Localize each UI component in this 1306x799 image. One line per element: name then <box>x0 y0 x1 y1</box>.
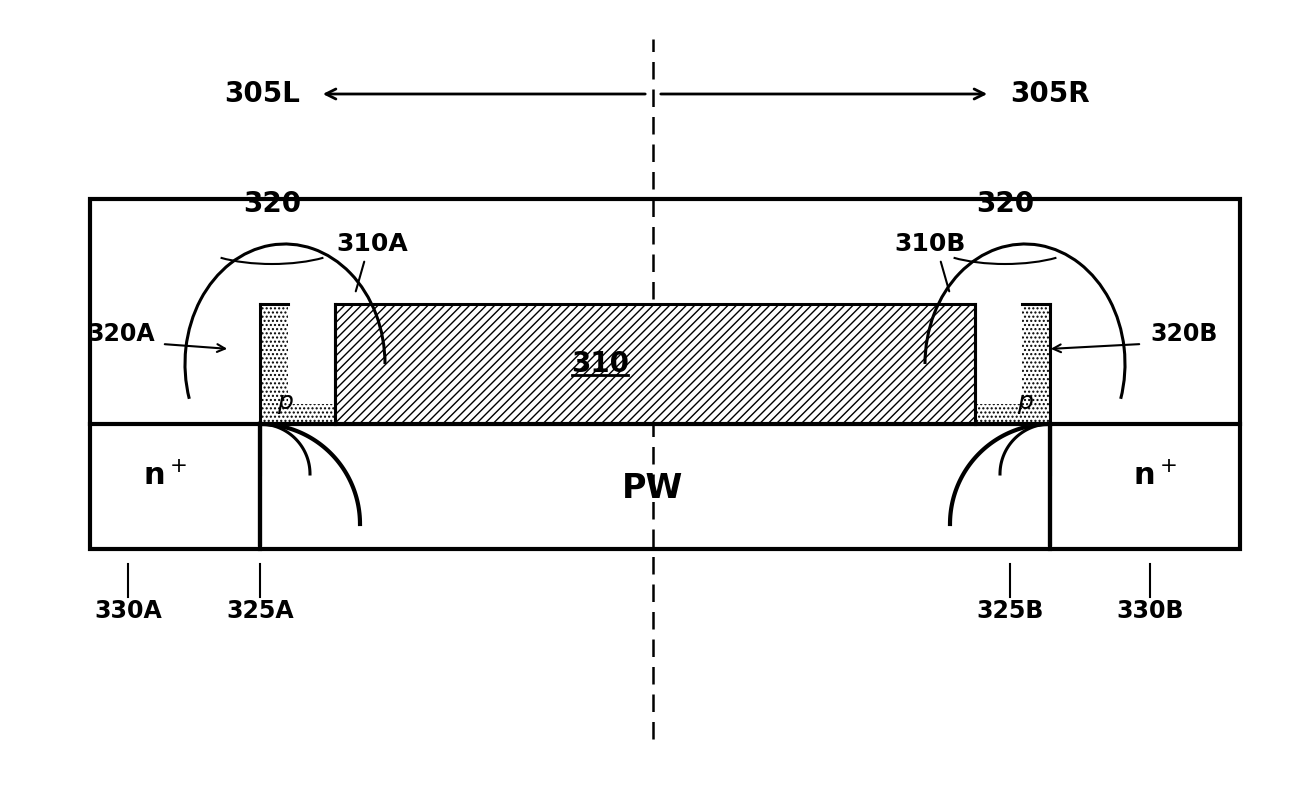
Text: 320: 320 <box>243 190 302 218</box>
Text: 310B: 310B <box>895 232 965 256</box>
Text: 310: 310 <box>571 350 629 378</box>
Text: 305L: 305L <box>225 80 300 108</box>
Bar <box>976 404 1050 424</box>
Text: 325A: 325A <box>226 599 294 623</box>
Text: 325B: 325B <box>977 599 1043 623</box>
Text: n$^+$: n$^+$ <box>144 462 187 491</box>
Bar <box>260 404 336 424</box>
Text: 305R: 305R <box>1010 80 1089 108</box>
Text: 310A: 310A <box>336 232 407 256</box>
Text: n$^+$: n$^+$ <box>1134 462 1177 491</box>
Text: 320B: 320B <box>1151 322 1217 346</box>
Text: p: p <box>1017 390 1033 414</box>
Bar <box>336 304 976 424</box>
Text: PW: PW <box>623 472 683 506</box>
Text: 320A: 320A <box>88 322 155 346</box>
Text: p: p <box>277 390 293 414</box>
Text: 320: 320 <box>976 190 1034 218</box>
Bar <box>1023 304 1050 404</box>
Bar <box>90 199 1239 549</box>
Bar <box>260 304 289 404</box>
Text: 330A: 330A <box>94 599 162 623</box>
Text: 330B: 330B <box>1117 599 1183 623</box>
